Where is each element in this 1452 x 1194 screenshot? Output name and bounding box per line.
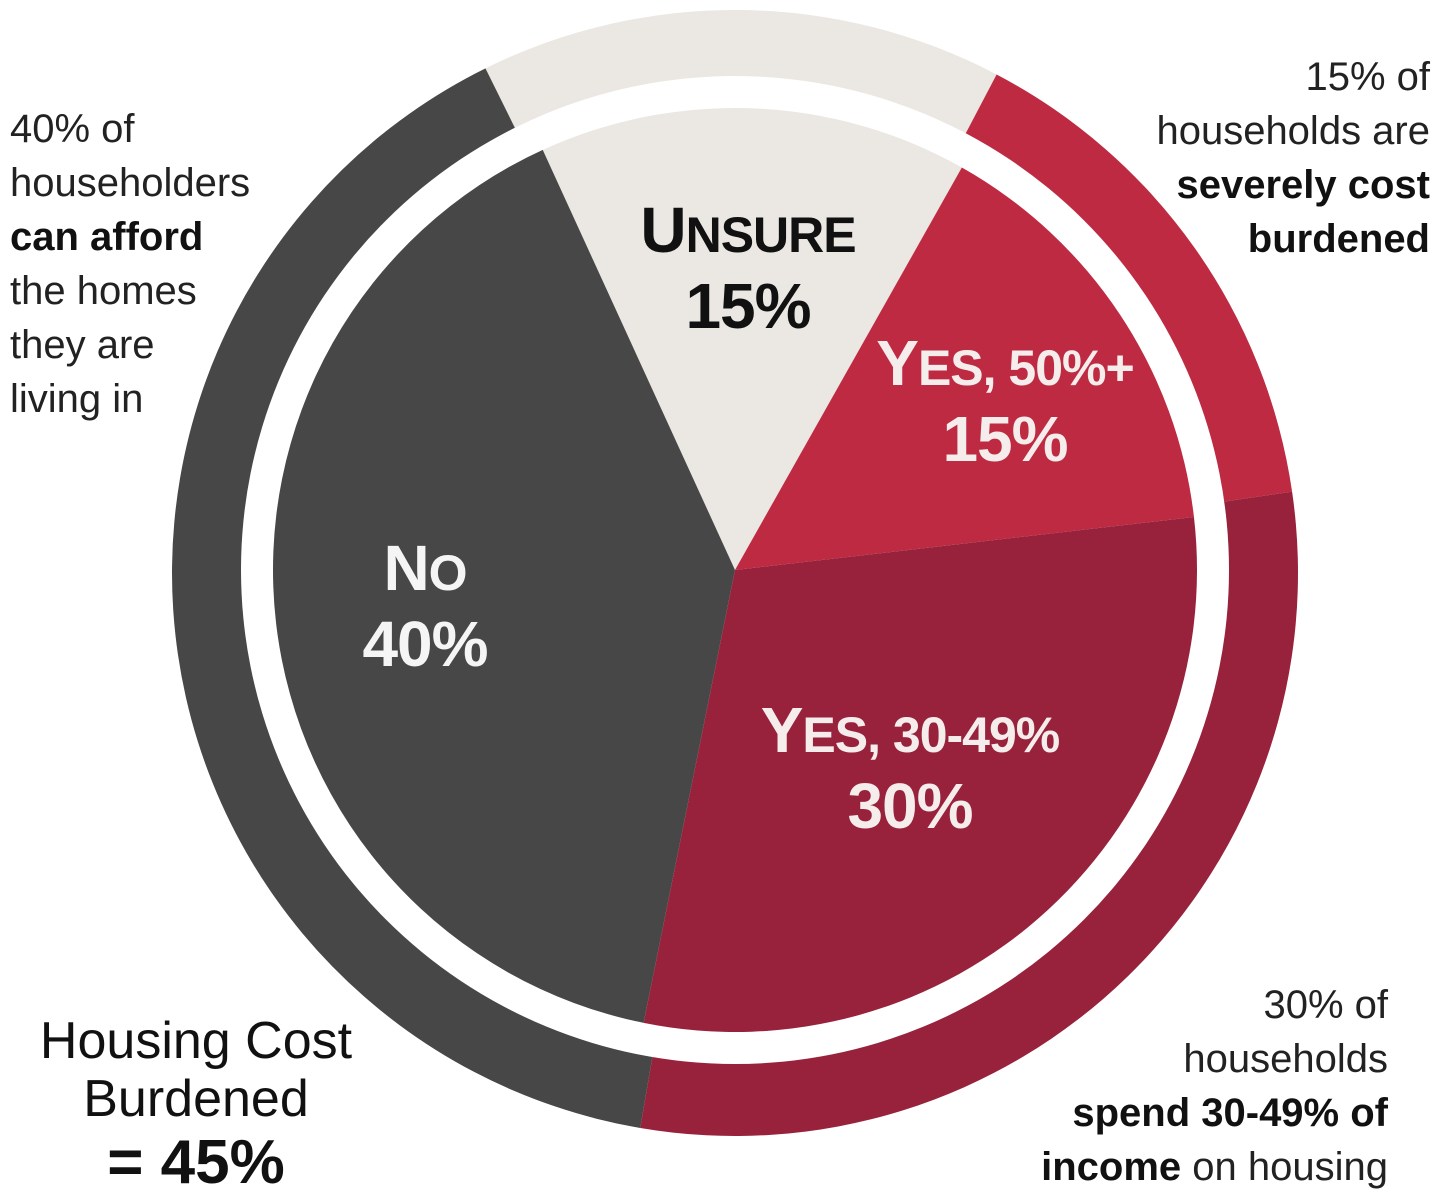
slice-category-rest: O [429,545,467,601]
note-bottom-right-emphasis: spend 30-49% of [1072,1091,1388,1135]
slice-category-initial: Y [761,694,803,766]
note-can-afford: 40% of householders can afford the homes… [10,102,310,426]
slice-category-initial: U [640,194,685,266]
pie-slice-3 [273,149,735,1023]
note-top-right-line: severely cost [1070,158,1430,212]
note-moderately-burdened: 30% of households spend 30-49% of income… [968,978,1388,1194]
note-bottom-right-line: 30% of [1263,983,1388,1027]
note-bottom-right-line: income on housing [968,1140,1388,1194]
note-top-right-line: 15% of [1305,55,1430,99]
slice-value-label: 15% [942,403,1067,475]
note-bottom-right-line: households [1183,1037,1388,1081]
note-top-right-emphasis: burdened [1247,217,1430,261]
note-bottom-right-rest: on housing [1181,1145,1388,1189]
note-left-line: householders [10,161,251,205]
note-severely-burdened: 15% of households are severely cost burd… [1070,50,1430,266]
pie-slice-2 [643,516,1197,1032]
summary-total: Housing Cost Burdened = 45% [10,1012,382,1194]
slice-category-rest: ES, 30-49% [802,707,1059,763]
slice-category-label: UNSURE [640,194,855,266]
slice-category-rest: ES, 50%+ [918,340,1134,396]
summary-total-value: = 45% [107,1128,285,1194]
note-left-line: the homes [10,269,197,313]
note-bottom-right-line: spend 30-49% of [968,1086,1388,1140]
note-left-emphasis: can afford [10,215,204,259]
note-left-line: 40% of [10,107,135,151]
slice-category-label: YES, 30-49% [761,694,1060,766]
summary-line: Housing Cost [39,1012,353,1070]
note-top-right-line: households are [1156,109,1430,153]
slice-value-label: 30% [847,770,972,842]
inner-pie [273,107,1197,1032]
slice-category-initial: N [383,532,428,604]
note-top-right-emphasis: severely cost [1176,163,1430,207]
note-left-line: can afford [10,210,310,264]
slice-category-label: YES, 50%+ [876,327,1133,399]
slice-category-initial: Y [876,327,918,399]
note-top-right-line: burdened [1070,212,1430,266]
pie-slice-0 [542,107,962,571]
note-left-line: living in [10,377,144,421]
slice-category-label: NO [383,532,466,604]
note-bottom-right-emphasis: income [1041,1145,1182,1189]
slice-category-rest: NSURE [686,207,856,263]
summary-line: Burdened [83,1070,309,1128]
pie-slice-1 [735,167,1194,570]
slice-value-label: 15% [685,270,810,342]
slice-value-label: 40% [362,608,487,680]
note-left-line: they are [10,323,155,367]
